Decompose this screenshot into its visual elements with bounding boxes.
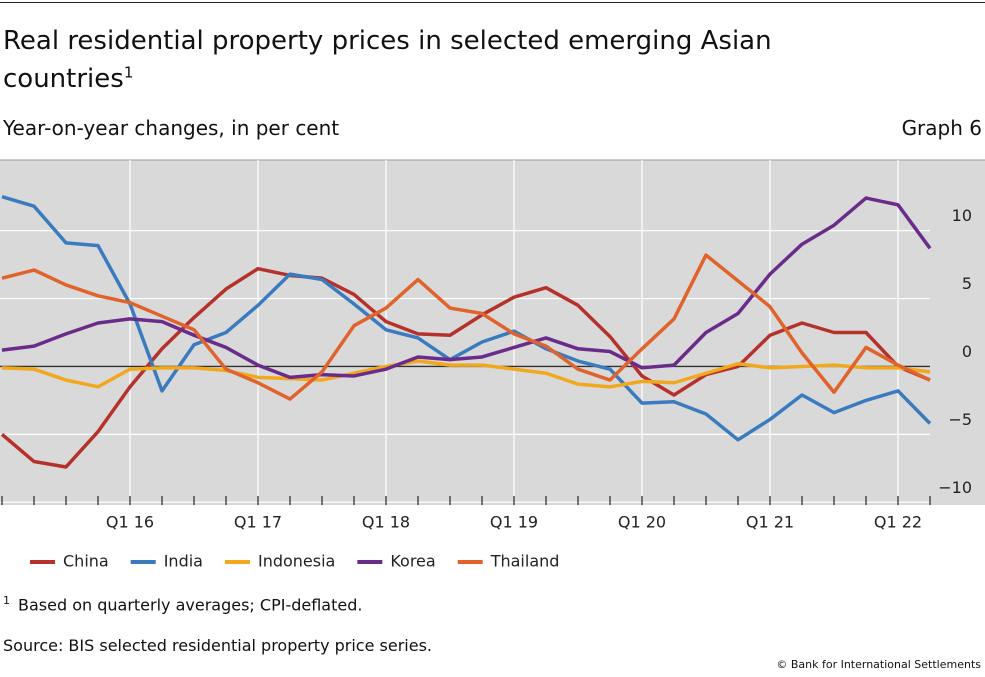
y-tick-label: −5 [948,410,972,429]
footnote: Based on quarterly averages; CPI-deflate… [18,595,363,615]
series-line [1,194,932,442]
y-tick-label: 0 [962,342,972,361]
chart-title: Real residential property prices in sele… [3,26,772,94]
legend-label: Indonesia [258,552,335,571]
x-tick-label: Q1 22 [874,513,922,532]
footnote-block: 1 Based on quarterly averages; CPI-deflat… [3,594,362,614]
series-line [1,253,931,401]
y-tick-label: 10 [952,206,972,225]
y-tick-label: 5 [962,274,972,293]
x-tick-label: Q1 16 [106,513,154,532]
plot-background [0,160,985,505]
graph-label: Graph 6 [901,116,982,140]
source: Source: BIS selected residential propert… [3,636,432,655]
legend-label: China [63,552,109,571]
x-tick-label: Q1 19 [490,513,538,532]
x-tick-label: Q1 20 [618,513,666,532]
x-tick-label: Q1 21 [746,513,794,532]
copyright: © Bank for International Settlements [776,658,981,671]
series-line [1,196,932,380]
legend-label: Thailand [490,552,560,571]
x-tick-label: Q1 18 [362,513,410,532]
y-tick-label: −10 [938,478,972,497]
x-tick-label: Q1 17 [234,513,282,532]
footnote-marker: 1 [3,594,10,607]
top-rule [0,2,985,3]
legend-label: India [164,552,203,571]
chart-title-block: Real residential property prices in sele… [3,22,783,98]
subtitle: Year-on-year changes, in per cent [3,116,340,140]
title-superscript: 1 [123,63,134,82]
legend-label: Korea [390,552,435,571]
series-line [0,266,931,469]
series-line [1,359,931,389]
